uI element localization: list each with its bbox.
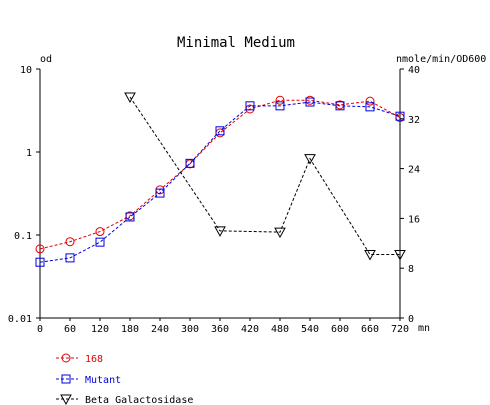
data-point xyxy=(365,96,375,106)
legend: 168 Mutant Beta Galactosidase xyxy=(56,353,193,405)
data-point xyxy=(365,102,375,112)
data-point xyxy=(65,237,75,247)
y-left-tick-label: 1 xyxy=(26,148,32,159)
y-right-tick-label: 0 xyxy=(408,314,414,325)
y-left-tick-label: 0.01 xyxy=(8,314,32,325)
x-tick-label: 420 xyxy=(241,324,259,335)
data-point xyxy=(155,188,165,198)
x-tick-label: 240 xyxy=(151,324,169,335)
data-point xyxy=(395,111,405,121)
legend-label: 168 xyxy=(85,354,103,365)
y-left-axis-label: od xyxy=(40,54,52,65)
data-point xyxy=(275,101,285,111)
data-point xyxy=(215,126,225,136)
x-axis-unit: mn xyxy=(418,323,430,334)
y-right-tick-label: 32 xyxy=(408,115,420,126)
y-right-tick-label: 8 xyxy=(408,264,414,275)
y-right-tick-label: 24 xyxy=(408,165,420,176)
series-line xyxy=(129,96,400,256)
series-layer xyxy=(35,92,406,267)
data-point xyxy=(364,250,376,261)
series-1 xyxy=(35,97,405,267)
x-tick-label: 600 xyxy=(331,324,349,335)
y-left-tick-label: 0.1 xyxy=(14,231,32,242)
data-point xyxy=(35,244,45,254)
legend-marker xyxy=(60,394,72,405)
data-point xyxy=(215,128,225,138)
y-right-axis-label: nmole/min/OD600 xyxy=(396,54,486,65)
x-tick-label: 180 xyxy=(121,324,139,335)
axes: 0 60 120 180 240 300 360 420 480 540 600 660 7201010… xyxy=(8,65,420,335)
data-point xyxy=(124,92,136,104)
y-right-tick-label: 16 xyxy=(408,214,420,225)
x-tick-label: 60 xyxy=(64,324,76,335)
x-tick-label: 660 xyxy=(361,324,379,335)
x-tick-label: 360 xyxy=(211,324,229,335)
legend-marker xyxy=(61,353,71,363)
data-point xyxy=(245,101,255,111)
x-tick-label: 480 xyxy=(271,324,289,335)
x-tick-label: 720 xyxy=(391,324,409,335)
y-left-tick-label: 10 xyxy=(20,65,32,76)
data-point xyxy=(65,253,75,263)
data-point xyxy=(275,95,285,105)
data-point xyxy=(304,154,316,165)
legend-label: Mutant xyxy=(85,375,121,386)
series-line xyxy=(39,99,401,250)
series-line xyxy=(39,101,401,263)
data-point xyxy=(214,226,226,237)
y-right-tick-label: 40 xyxy=(408,65,420,76)
series-2 xyxy=(124,92,406,261)
x-tick-label: 120 xyxy=(91,324,109,335)
x-tick-label: 0 xyxy=(37,324,43,335)
data-point xyxy=(394,250,406,261)
legend-entry: Mutant xyxy=(56,374,121,386)
legend-entry: 168 xyxy=(56,353,103,365)
data-point xyxy=(125,212,135,222)
chart-title: Minimal Medium xyxy=(177,35,295,51)
x-tick-label: 540 xyxy=(301,324,319,335)
data-point xyxy=(185,158,195,168)
data-point xyxy=(305,97,315,107)
series-0 xyxy=(35,95,405,254)
data-point xyxy=(335,101,345,111)
data-point xyxy=(35,257,45,267)
legend-label: Beta Galactosidase xyxy=(85,395,193,405)
legend-entry: Beta Galactosidase xyxy=(56,394,193,405)
data-point xyxy=(95,227,105,237)
x-tick-label: 300 xyxy=(181,324,199,335)
data-point xyxy=(95,237,105,247)
data-point xyxy=(274,227,286,239)
legend-marker xyxy=(61,374,71,384)
